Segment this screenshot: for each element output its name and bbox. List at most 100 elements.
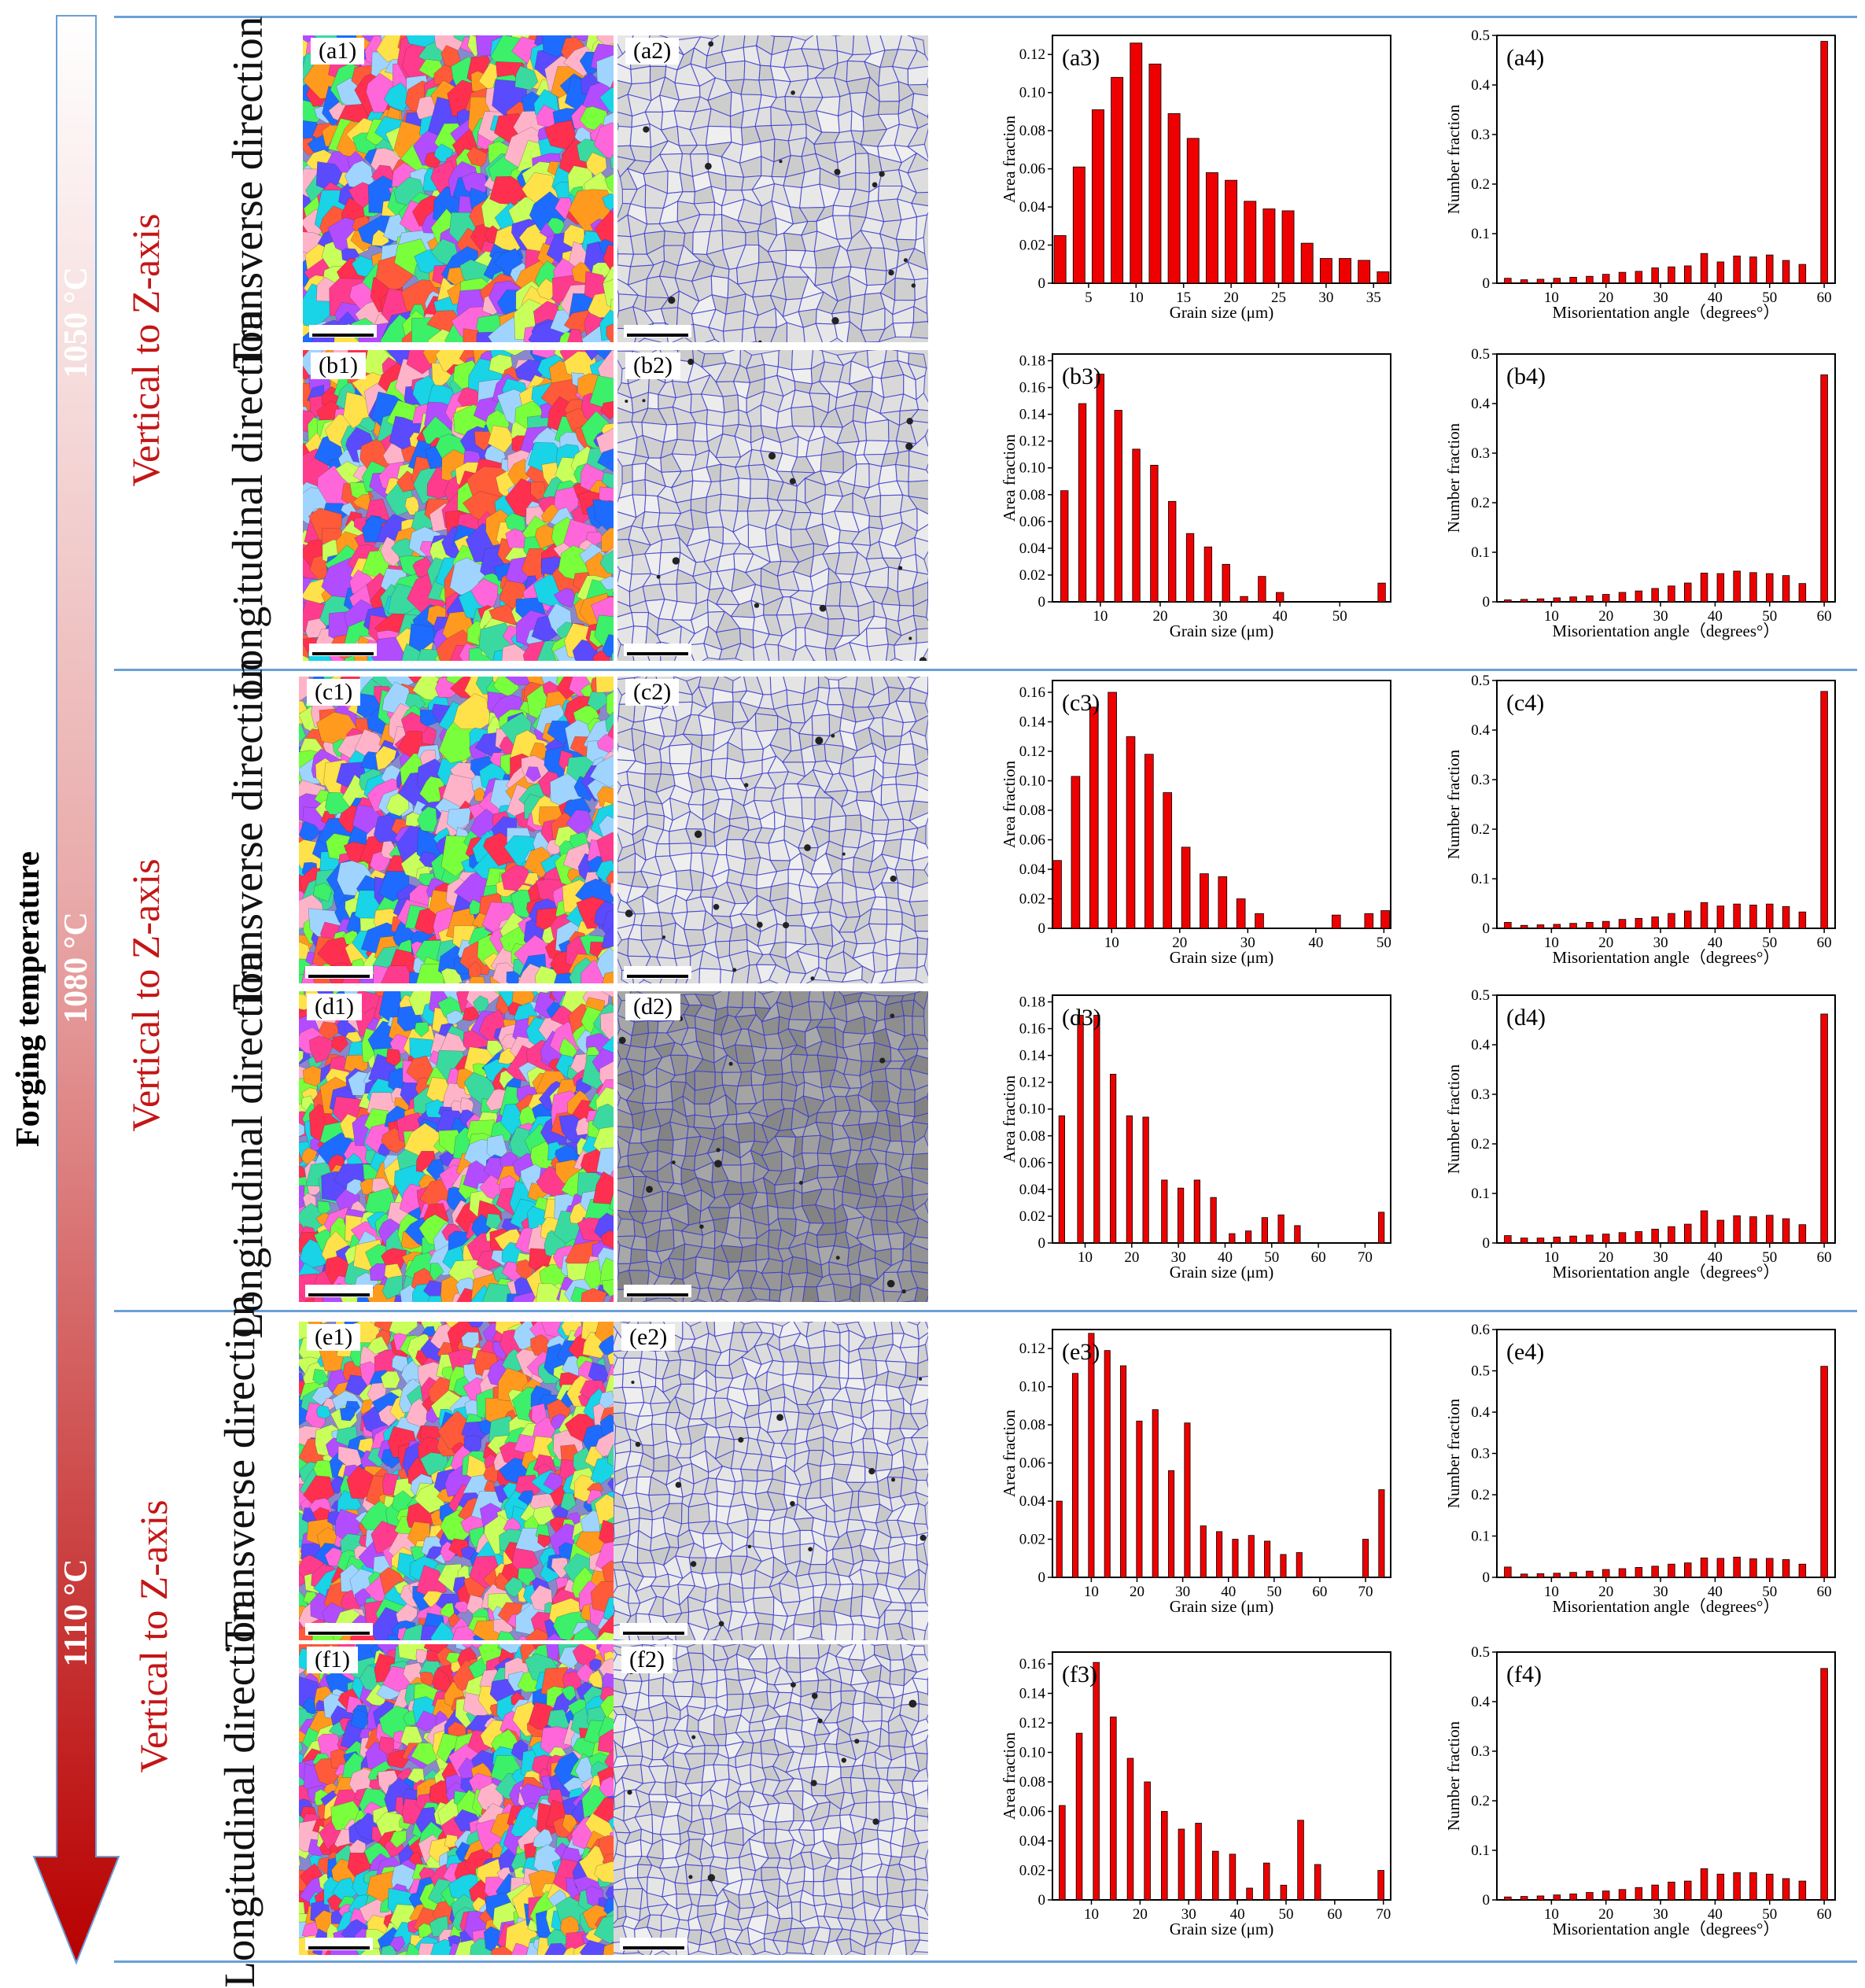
bar xyxy=(1226,180,1237,283)
x-tick-label: 50 xyxy=(1278,1906,1293,1923)
bar xyxy=(1799,1564,1806,1577)
bar xyxy=(1587,1893,1594,1900)
bar xyxy=(1362,1540,1368,1577)
plot-frame xyxy=(1497,680,1835,928)
y-tick-label: 0.2 xyxy=(1471,1136,1490,1153)
bar xyxy=(1089,1333,1094,1577)
bar xyxy=(1652,1885,1659,1900)
bar xyxy=(1127,1758,1133,1900)
plot-frame xyxy=(1497,1652,1835,1900)
y-tick-label: 0.14 xyxy=(1019,1686,1046,1702)
bar xyxy=(1717,262,1724,283)
bar xyxy=(1301,243,1313,283)
bar xyxy=(1537,599,1544,602)
boundary-map-e2 xyxy=(614,1322,928,1640)
bar xyxy=(1602,1234,1609,1243)
bar xyxy=(1152,1410,1158,1577)
y-tick-label: 0.2 xyxy=(1471,176,1490,193)
plot-frame xyxy=(1497,354,1835,602)
bar xyxy=(1245,1231,1251,1243)
y-tick-label: 0.2 xyxy=(1471,1487,1490,1503)
bar xyxy=(1314,1864,1321,1900)
y-axis-label: Number fraction xyxy=(1444,422,1463,533)
y-tick-label: 0 xyxy=(1483,1569,1491,1586)
bar xyxy=(1602,921,1609,928)
direction-label-e: Transverse direction xyxy=(216,1295,264,1648)
y-tick-label: 0.06 xyxy=(1019,832,1045,849)
bar xyxy=(1701,253,1708,283)
bar xyxy=(1701,1868,1708,1900)
bar xyxy=(1684,911,1691,928)
bar xyxy=(1218,876,1227,928)
y-tick-label: 0.06 xyxy=(1019,1804,1045,1820)
bar xyxy=(1587,596,1594,602)
y-tick-label: 0.10 xyxy=(1019,1101,1045,1118)
bar xyxy=(1734,1557,1741,1577)
y-tick-label: 0.3 xyxy=(1471,1743,1490,1760)
bar xyxy=(1821,1367,1828,1577)
bar xyxy=(1619,920,1626,928)
y-tick-label: 0 xyxy=(1038,275,1046,292)
y-tick-label: 0.1 xyxy=(1471,544,1490,561)
bar xyxy=(1262,1218,1267,1243)
y-tick-label: 0.08 xyxy=(1019,487,1045,503)
bar xyxy=(1821,692,1828,928)
bar xyxy=(1339,259,1351,284)
y-tick-label: 0.16 xyxy=(1019,1656,1045,1673)
bar xyxy=(1668,1564,1675,1577)
bar xyxy=(1701,573,1708,602)
bar xyxy=(1168,113,1180,283)
group-separator-1 xyxy=(114,669,1857,671)
y-tick-label: 0.12 xyxy=(1019,433,1045,450)
bar xyxy=(1073,167,1085,283)
bar xyxy=(1619,1569,1626,1577)
bar xyxy=(1505,922,1512,928)
orientation-label-group-1: Vertical to Z-axis xyxy=(123,213,168,486)
bar xyxy=(1296,1553,1302,1578)
x-axis-label: Grain size (μm) xyxy=(1170,1597,1274,1616)
panel-label: (e4) xyxy=(1506,1339,1544,1365)
y-tick-label: 0.02 xyxy=(1019,891,1045,908)
plot-frame xyxy=(1052,995,1391,1243)
bar xyxy=(1181,847,1190,928)
bar xyxy=(1126,1116,1132,1243)
panel-label-a1: (a1) xyxy=(311,38,364,65)
y-tick-label: 0.3 xyxy=(1471,1086,1490,1103)
y-tick-label: 0 xyxy=(1038,1892,1046,1909)
y-axis-label: Number fraction xyxy=(1444,1064,1463,1174)
y-tick-label: 0.3 xyxy=(1471,127,1490,143)
bar xyxy=(1520,599,1528,602)
bar xyxy=(1332,915,1340,928)
y-tick-label: 0.1 xyxy=(1471,226,1490,242)
y-tick-label: 0 xyxy=(1038,594,1046,610)
bar xyxy=(1281,1555,1286,1577)
bar xyxy=(1212,1851,1218,1900)
y-tick-label: 0 xyxy=(1038,1569,1046,1586)
bar xyxy=(1126,736,1135,928)
bar xyxy=(1263,209,1275,284)
y-tick-label: 0.4 xyxy=(1471,77,1490,94)
bar xyxy=(1635,591,1642,602)
bar xyxy=(1619,272,1626,283)
y-tick-label: 0.4 xyxy=(1471,722,1490,739)
bar xyxy=(1378,583,1386,602)
x-tick-label: 10 xyxy=(1129,290,1144,306)
bar xyxy=(1684,1881,1691,1900)
ipf-map-b1 xyxy=(303,350,614,661)
bar xyxy=(1652,588,1659,602)
x-tick-label: 20 xyxy=(1130,1584,1144,1600)
y-tick-label: 0.18 xyxy=(1019,353,1045,370)
y-tick-label: 0.16 xyxy=(1019,684,1045,701)
bar xyxy=(1766,574,1773,602)
bar xyxy=(1750,257,1757,283)
y-tick-label: 0.5 xyxy=(1471,987,1490,1004)
x-axis-label: Grain size (μm) xyxy=(1170,1920,1274,1938)
x-tick-label: 10 xyxy=(1078,1249,1093,1266)
bar xyxy=(1320,259,1332,284)
bar xyxy=(1635,1887,1642,1900)
temperature-label-1110: 1110 °C xyxy=(57,1559,95,1667)
